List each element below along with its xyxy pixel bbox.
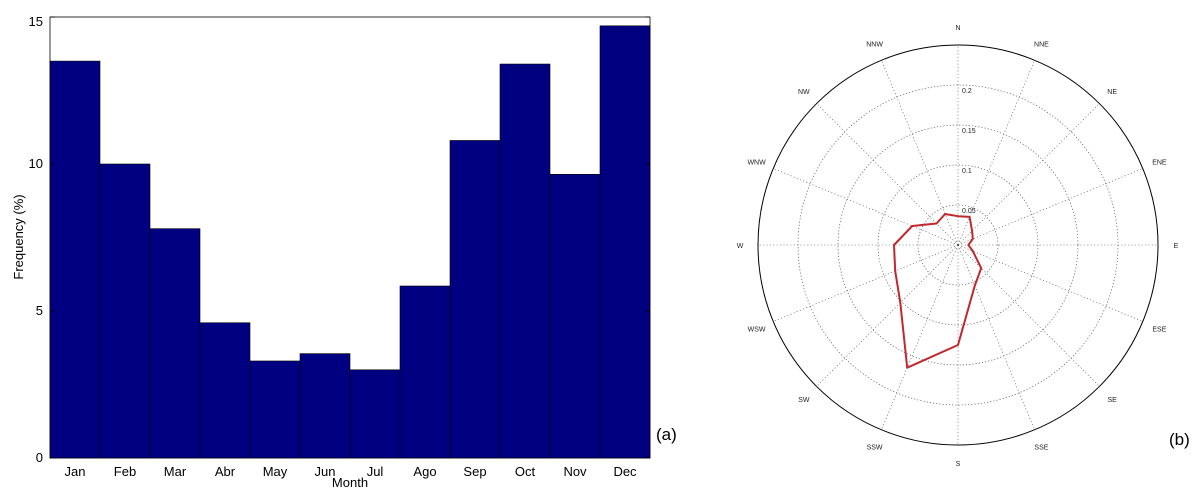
series-point-se [980, 267, 983, 270]
spoke-se [957, 244, 1100, 387]
series-point-ene [971, 237, 974, 240]
panel-label-b: (b) [1169, 430, 1190, 449]
bar-ago [399, 285, 451, 459]
direction-label-s: S [956, 461, 961, 468]
spoke-ene [957, 168, 1143, 246]
y-tick-label: 0 [36, 450, 43, 465]
bar-dec [599, 25, 651, 459]
series-point-e [967, 244, 970, 246]
direction-label-se: SE [1107, 397, 1117, 404]
direction-label-nw: NW [798, 89, 810, 96]
y-ticks-group: 0 5 10 15 [29, 14, 650, 465]
series-point-s [957, 344, 959, 346]
wind-rose-polar-chart: 0.05 0.1 0.15 0.2 N NNE NE ENE E ESE SE SSE S SSW SW W… [737, 25, 1190, 468]
radial-tick-label: 0.05 [962, 208, 976, 215]
direction-label-ese: ESE [1152, 326, 1166, 333]
direction-label-nne: NNE [1034, 42, 1049, 49]
radial-tick-label: 0.2 [962, 88, 972, 95]
spoke-sw [816, 244, 959, 387]
x-tick-label: Oct [515, 464, 536, 479]
series-point-sw [899, 301, 902, 304]
spoke-sse [957, 244, 1035, 430]
direction-label-sse: SSE [1034, 444, 1048, 451]
bar-sep [449, 140, 501, 459]
radial-tick-label: 0.15 [962, 128, 976, 135]
bar-jul [349, 369, 401, 459]
x-tick-label: Feb [114, 464, 136, 479]
series-point-sse [973, 284, 976, 287]
spoke-wnw [773, 168, 959, 246]
radial-grid-circle [877, 164, 1039, 326]
polar-series-group [893, 213, 983, 369]
y-axis-title: Frequency (%) [11, 194, 26, 279]
series-point-ese [971, 250, 974, 253]
spoke-ne [957, 103, 1100, 246]
spoke-ese [957, 244, 1143, 322]
direction-label-n: N [955, 25, 960, 32]
x-tick-label: Dec [613, 464, 637, 479]
bar-oct [499, 63, 551, 459]
spoke-nw [816, 103, 959, 246]
series-point-w [893, 244, 895, 246]
direction-label-sw: SW [798, 397, 810, 404]
x-tick-label: Ago [413, 464, 436, 479]
polar-grid-group [757, 44, 1159, 446]
direction-label-ne: NE [1107, 89, 1117, 96]
direction-label-wnw: WNW [747, 160, 766, 167]
bar-feb [99, 163, 151, 459]
spoke-ssw [881, 244, 959, 430]
bar-mar [149, 228, 201, 459]
x-tick-label: Jul [367, 464, 384, 479]
series-point-nnw [944, 213, 947, 215]
y-tick-label: 5 [36, 303, 43, 318]
direction-label-wsw: WSW [748, 326, 766, 333]
x-axis-title: Month [332, 475, 368, 490]
x-tick-label: May [263, 464, 288, 479]
x-tick-label: Jun [315, 464, 336, 479]
bar-may [249, 360, 301, 459]
spoke-nne [957, 60, 1035, 246]
series-point-ne [971, 229, 974, 232]
radial-ticks-group: 0.05 0.1 0.15 0.2 [962, 88, 976, 215]
direction-label-ssw: SSW [867, 444, 883, 451]
y-tick-label: 15 [29, 14, 43, 29]
spoke-nnw [881, 60, 959, 246]
radial-tick-label: 0.1 [962, 168, 972, 175]
series-point-nw [935, 222, 938, 225]
direction-label-e: E [1174, 243, 1179, 250]
spoke-wsw [773, 244, 959, 322]
series-point-ssw [906, 366, 909, 369]
monthly-frequency-bar-chart: Jan Feb Mar Abr May Jun Jul Ago Sep Oct Nov Dec 0 5 1… [11, 14, 677, 490]
direction-labels-group: N NNE NE ENE E ESE SE SSE S SSW SW WSW W WNW NW NNW [737, 25, 1179, 468]
y-tick-label: 10 [29, 156, 43, 171]
panel-label-a: (a) [656, 425, 677, 444]
x-tick-label: Jan [65, 464, 86, 479]
bar-abr [199, 322, 251, 459]
bar-nov [549, 173, 601, 459]
wind-rose-series-line [893, 213, 983, 369]
bar-jun [299, 353, 351, 459]
series-point-n [957, 215, 959, 218]
polar-outer-circle [757, 44, 1159, 446]
direction-label-ene: ENE [1152, 160, 1167, 167]
x-tick-label: Sep [463, 464, 486, 479]
direction-label-nnw: NNW [866, 42, 883, 49]
x-ticks-group: Jan Feb Mar Abr May Jun Jul Ago Sep Oct Nov Dec [65, 464, 638, 479]
series-point-nne [968, 216, 971, 218]
x-tick-label: Mar [164, 464, 187, 479]
x-tick-label: Abr [215, 464, 236, 479]
series-point-wnw [911, 225, 914, 227]
radial-grid-circle [917, 204, 999, 286]
x-tick-label: Nov [563, 464, 587, 479]
direction-label-w: W [737, 243, 744, 250]
bar-jan [49, 60, 101, 459]
series-point-wsw [894, 270, 897, 272]
bars-group [49, 25, 651, 459]
